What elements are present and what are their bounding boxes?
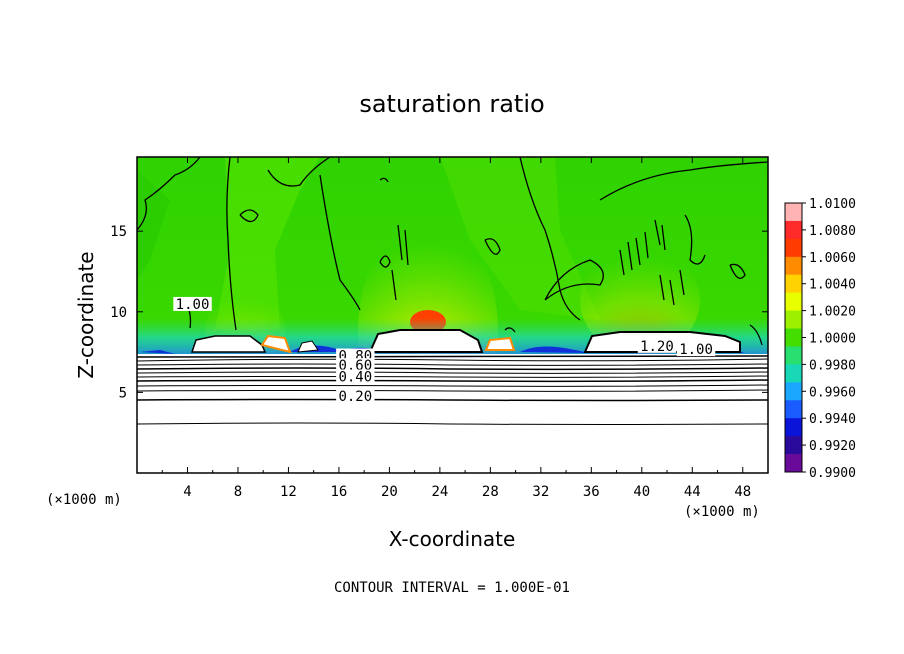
colorbar: 1.0100 1.0080 1.0060 1.0040 1.0020 1.0000 0.99…	[784, 197, 856, 481]
colorbar-swatch	[785, 382, 802, 401]
lower-region	[137, 354, 768, 473]
colorbar-swatch	[785, 346, 802, 365]
contour-label: 1.20	[640, 339, 674, 355]
colorbar-swatch	[785, 238, 802, 258]
colorbar-swatch	[785, 400, 802, 419]
x-tick-label: 12	[280, 484, 297, 500]
colorbar-swatch	[785, 364, 802, 383]
colorbar-swatch	[785, 328, 802, 347]
colorbar-label: 0.9960	[809, 385, 856, 400]
plot-frame	[136, 156, 769, 474]
contour-label-bg	[336, 369, 375, 384]
cloud-region	[484, 336, 516, 351]
subsaturated-band-dark	[140, 345, 745, 354]
contour-label-bg	[336, 388, 375, 403]
x-tick-label: 24	[431, 484, 448, 500]
colorbar-label: 1.0000	[809, 332, 856, 347]
y-axis-unit: (×1000 m)	[46, 492, 122, 508]
contour-label-bg	[336, 358, 375, 373]
colorbar-label: 0.9920	[809, 439, 856, 454]
colorbar-swatch	[785, 203, 802, 222]
colorbar-swatch	[785, 274, 802, 294]
y-axis-label: Z-coordinate	[74, 251, 98, 378]
colorbar-label: 1.0040	[809, 278, 856, 293]
plot-area	[137, 157, 768, 473]
y-tick-label: 15	[110, 224, 127, 240]
x-tick-label: 40	[633, 484, 650, 500]
colorbar-label: 1.0100	[809, 197, 856, 212]
x-tick-label: 48	[734, 484, 751, 500]
contour-label: 1.00	[176, 297, 210, 313]
colorbar-label: 0.9940	[809, 412, 856, 427]
contour-lines-lower	[137, 355, 768, 425]
colorbar-swatch	[785, 310, 802, 330]
x-tick-label: 28	[482, 484, 499, 500]
contour-label-bg	[173, 296, 212, 311]
x-tick-label: 32	[532, 484, 549, 500]
x-tick-label: 16	[330, 484, 347, 500]
colorbar-swatch	[785, 292, 802, 312]
contour-label: 1.00	[679, 342, 713, 358]
x-tick-label: 20	[381, 484, 398, 500]
contour-label: 0.40	[338, 369, 372, 385]
x-axis-unit: (×1000 m)	[684, 504, 760, 520]
colorbar-swatch	[785, 436, 802, 455]
colorbar-label: 1.0020	[809, 305, 856, 320]
field-patch-light	[215, 157, 320, 330]
field-patch-dark	[137, 170, 170, 280]
x-tick-label: 44	[684, 484, 701, 500]
cloud-region	[368, 329, 484, 353]
colorbar-swatch	[785, 220, 802, 240]
colorbar-swatch	[785, 418, 802, 437]
x-tick-label: 4	[183, 484, 191, 500]
x-tick-label: 8	[234, 484, 242, 500]
y-tick-label: 10	[110, 305, 127, 321]
colorbar-label: 1.0080	[809, 224, 856, 239]
cloud-region	[260, 334, 292, 354]
x-axis-label: X-coordinate	[389, 527, 516, 551]
cloud-region	[190, 335, 267, 353]
colorbar-label: 1.0060	[809, 251, 856, 266]
contour-label-bg	[676, 342, 716, 357]
contour-label-bg	[637, 338, 677, 353]
contour-interval-note: CONTOUR INTERVAL = 1.000E-01	[334, 580, 570, 596]
colorbar-label: 0.9980	[809, 358, 856, 373]
contour-lines-upper	[137, 157, 768, 346]
colorbar-swatch	[785, 454, 802, 473]
y-tick-label: 5	[119, 385, 127, 401]
x-tick-label: 36	[583, 484, 600, 500]
colorbar-label: 0.9900	[809, 466, 856, 481]
cloud-region	[297, 340, 319, 353]
chart-title: saturation ratio	[359, 90, 544, 118]
contour-label: 0.20	[338, 389, 372, 405]
colorbar-swatch	[785, 256, 802, 276]
